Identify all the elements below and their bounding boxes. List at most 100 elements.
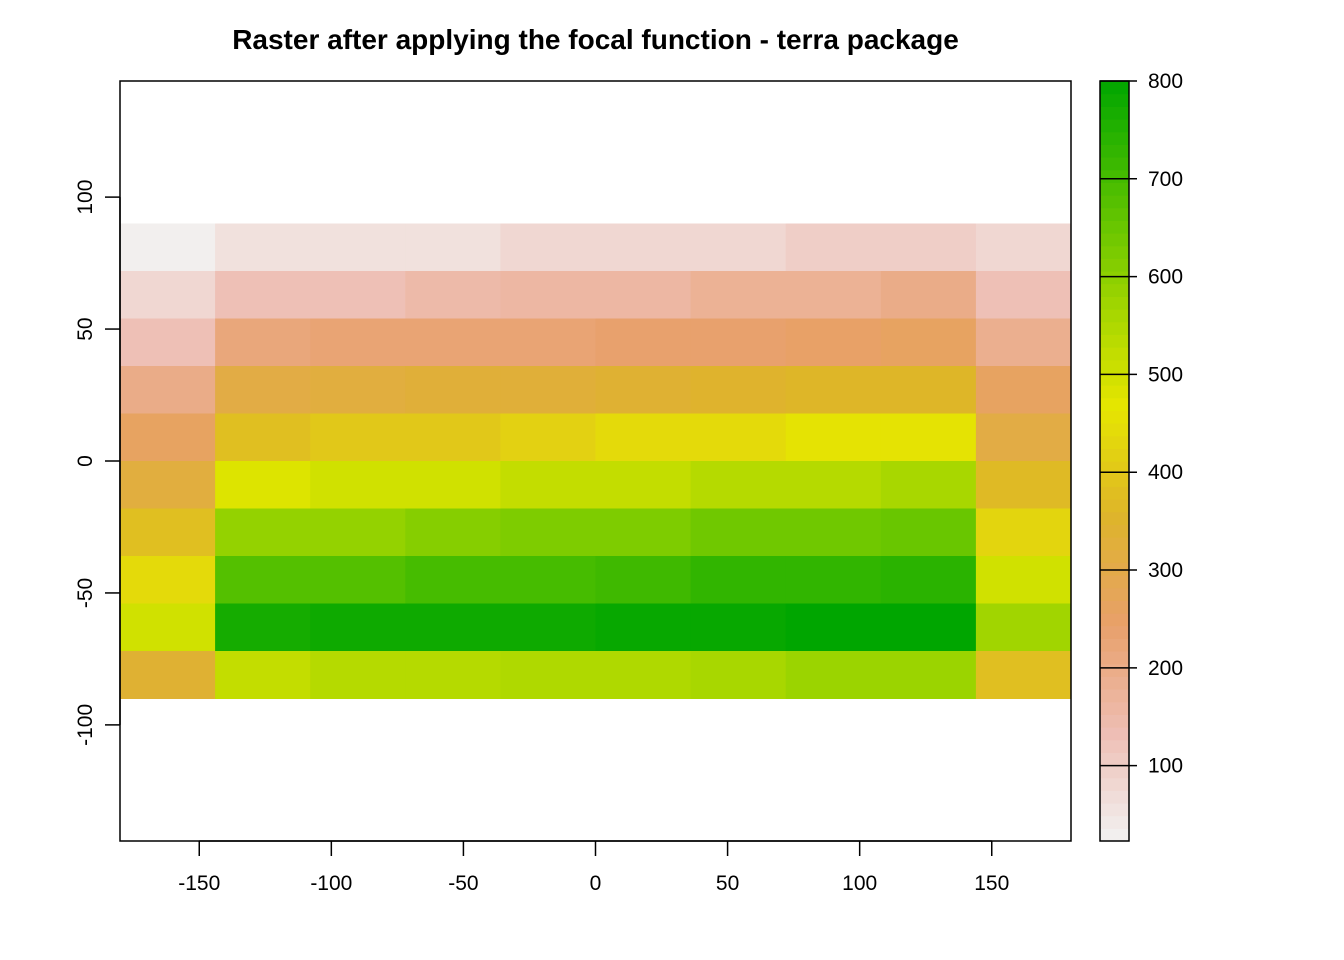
raster-cell — [120, 461, 216, 509]
raster-cell — [500, 318, 596, 367]
legend-tick-label: 800 — [1148, 70, 1183, 93]
legend-swatch — [1100, 271, 1129, 285]
legend-swatch — [1100, 144, 1129, 158]
raster-cell — [500, 603, 596, 652]
raster-cell — [880, 413, 977, 462]
legend-swatch — [1100, 157, 1129, 171]
raster-cell — [405, 271, 501, 319]
legend-swatch — [1100, 448, 1129, 462]
raster-cell — [690, 223, 787, 272]
legend-tick-label: 500 — [1148, 363, 1183, 386]
y-tick-label: 50 — [74, 317, 97, 340]
raster-cell — [120, 556, 216, 604]
y-tick-label: 0 — [74, 455, 97, 467]
raster-cell — [215, 461, 311, 509]
raster-cell — [785, 271, 882, 319]
legend-swatch — [1100, 334, 1129, 348]
legend-swatch — [1100, 689, 1129, 703]
legend-swatch — [1100, 359, 1129, 373]
raster-cell — [690, 413, 787, 462]
raster-cell — [785, 366, 882, 414]
legend-tick-label: 200 — [1148, 657, 1183, 680]
raster-cell — [500, 413, 596, 462]
legend-swatch — [1100, 423, 1129, 437]
y-tick-label: 100 — [74, 180, 97, 215]
raster-cell — [120, 318, 216, 367]
raster-cell — [595, 603, 692, 652]
legend-tick-label: 100 — [1148, 755, 1183, 778]
raster-cell — [785, 508, 882, 557]
x-tick-label: 100 — [842, 872, 877, 895]
raster-cell — [785, 413, 882, 462]
raster-cell — [310, 413, 406, 462]
raster-cell — [880, 603, 977, 652]
raster-cell — [500, 461, 596, 509]
legend-tick-label: 600 — [1148, 266, 1183, 289]
raster-cell — [405, 366, 501, 414]
raster-cell — [120, 223, 216, 272]
legend-swatch — [1100, 803, 1129, 817]
legend-swatch — [1100, 575, 1129, 589]
legend-swatch — [1100, 131, 1129, 145]
raster-cell — [690, 556, 787, 604]
raster-cell — [120, 271, 216, 319]
legend-swatch — [1100, 537, 1129, 551]
raster-cell — [880, 223, 977, 272]
raster-cell — [975, 603, 1072, 652]
raster-cell — [500, 508, 596, 557]
legend-swatch — [1100, 676, 1129, 690]
legend-swatch — [1100, 511, 1129, 525]
raster-cell — [215, 603, 311, 652]
raster-cell — [880, 461, 977, 509]
raster-cell — [880, 271, 977, 319]
raster-cell — [215, 318, 311, 367]
legend-swatch — [1100, 321, 1129, 335]
raster-cell — [690, 603, 787, 652]
legend-swatch — [1100, 549, 1129, 563]
raster-cell — [500, 271, 596, 319]
raster-cell — [690, 318, 787, 367]
legend-swatch — [1100, 283, 1129, 297]
legend-swatch — [1100, 435, 1129, 449]
raster-cell — [880, 508, 977, 557]
legend-swatch — [1100, 499, 1129, 513]
legend-swatch — [1100, 93, 1129, 107]
x-tick-label: -100 — [310, 872, 352, 895]
legend-swatch — [1100, 385, 1129, 399]
legend-swatch — [1100, 587, 1129, 601]
legend-swatch — [1100, 119, 1129, 133]
chart-title: Raster after applying the focal function… — [232, 24, 959, 55]
y-tick-label: -50 — [74, 578, 97, 608]
raster-cell — [785, 603, 882, 652]
raster-cell — [310, 651, 406, 699]
raster-cell — [975, 366, 1072, 414]
x-tick-label: -50 — [448, 872, 478, 895]
legend-swatch — [1100, 663, 1129, 677]
legend-swatch — [1100, 410, 1129, 424]
raster-cell — [595, 556, 692, 604]
legend-swatch — [1100, 765, 1129, 779]
raster-cell — [215, 556, 311, 604]
raster-cell — [785, 461, 882, 509]
legend-swatch — [1100, 106, 1129, 120]
legend-swatch — [1100, 714, 1129, 728]
raster-cell — [975, 318, 1072, 367]
raster-cell — [975, 223, 1072, 272]
raster-cell — [975, 271, 1072, 319]
legend-swatch — [1100, 486, 1129, 500]
legend-swatch — [1100, 207, 1129, 221]
raster-cell — [215, 366, 311, 414]
raster-cell — [120, 366, 216, 414]
raster-cell — [215, 271, 311, 319]
legend-swatch — [1100, 195, 1129, 209]
raster-cell — [500, 366, 596, 414]
legend-swatch — [1100, 701, 1129, 715]
raster-cell — [975, 651, 1072, 699]
raster-cell — [690, 271, 787, 319]
raster-cell — [310, 223, 406, 272]
raster-cell — [500, 651, 596, 699]
legend-swatch — [1100, 625, 1129, 639]
raster-cell — [405, 508, 501, 557]
raster-cell — [690, 461, 787, 509]
